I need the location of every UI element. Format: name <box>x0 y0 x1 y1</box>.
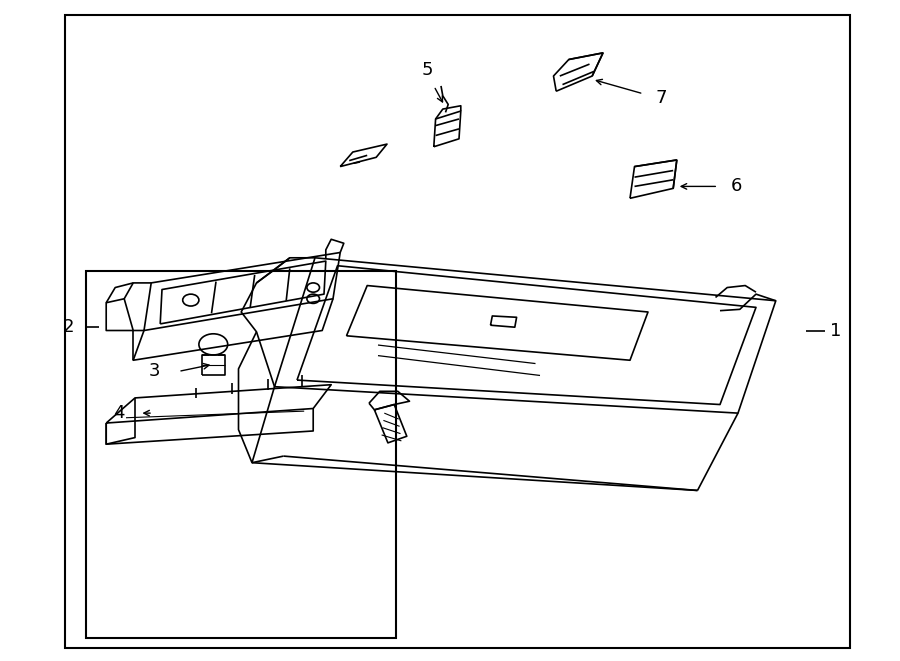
Text: 7: 7 <box>655 89 667 107</box>
Bar <box>86 271 396 638</box>
Bar <box>65 15 850 648</box>
Text: 1: 1 <box>830 321 842 340</box>
Text: 4: 4 <box>112 404 124 422</box>
Text: 3: 3 <box>148 362 160 381</box>
Text: 6: 6 <box>731 177 742 196</box>
Text: 5: 5 <box>422 61 433 79</box>
Text: 2: 2 <box>62 318 74 336</box>
